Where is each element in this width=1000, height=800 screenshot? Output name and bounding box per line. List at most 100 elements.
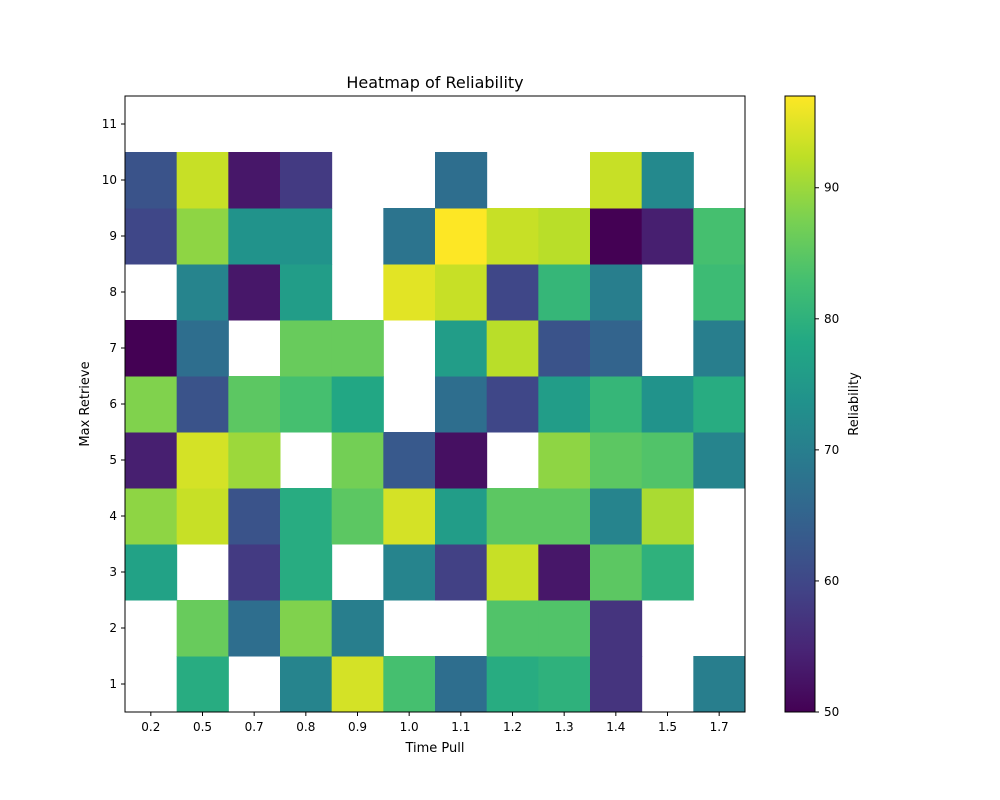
heatmap-cell	[125, 208, 178, 265]
heatmap-cell	[125, 432, 178, 489]
colorbar-tick-label: 80	[824, 312, 839, 326]
heatmap-cell	[331, 320, 384, 377]
x-tick-label: 0.9	[348, 720, 367, 734]
heatmap-cell	[486, 208, 539, 265]
colorbar-tick-label: 70	[824, 443, 839, 457]
heatmap-cell	[641, 376, 694, 433]
heatmap-cell	[383, 656, 436, 713]
heatmap-cell	[693, 320, 746, 377]
y-tick-label: 5	[109, 453, 117, 467]
heatmap-cell	[280, 152, 333, 209]
heatmap-cell	[486, 544, 539, 601]
heatmap-cell	[280, 488, 333, 545]
heatmap-cell	[383, 544, 436, 601]
heatmap-cell	[538, 264, 591, 321]
heatmap-cell	[280, 376, 333, 433]
heatmap-cell	[176, 320, 229, 377]
y-tick-label: 3	[109, 565, 117, 579]
heatmap-cell	[176, 488, 229, 545]
x-tick-label: 1.7	[710, 720, 729, 734]
heatmap-cell	[176, 376, 229, 433]
x-tick-label: 1.4	[606, 720, 625, 734]
y-tick-label: 11	[102, 117, 117, 131]
heatmap-cell	[590, 656, 643, 713]
heatmap-cell	[486, 600, 539, 657]
heatmap-cell	[280, 544, 333, 601]
chart-title: Heatmap of Reliability	[346, 73, 523, 92]
heatmap-cell	[590, 600, 643, 657]
heatmap-cell	[486, 264, 539, 321]
x-tick-label: 1.5	[658, 720, 677, 734]
heatmap-cell	[693, 656, 746, 713]
heatmap-cell	[176, 432, 229, 489]
heatmap-cell	[383, 264, 436, 321]
heatmap-cell	[176, 264, 229, 321]
heatmap-cell	[538, 544, 591, 601]
x-tick-label: 0.2	[141, 720, 160, 734]
heatmap-cell	[383, 488, 436, 545]
heatmap-cell	[228, 264, 281, 321]
x-axis-label: Time Pull	[404, 741, 464, 756]
colorbar-label: Reliability	[847, 372, 862, 436]
heatmap-cell	[486, 376, 539, 433]
y-tick-label: 1	[109, 677, 117, 691]
heatmap-cell	[331, 488, 384, 545]
heatmap-cell	[280, 264, 333, 321]
heatmap-cell	[435, 488, 488, 545]
heatmap-cell	[331, 376, 384, 433]
heatmap-cell	[125, 152, 178, 209]
heatmap-cell	[435, 376, 488, 433]
heatmap-cell	[693, 264, 746, 321]
y-tick-label: 6	[109, 397, 117, 411]
heatmap-cell	[331, 656, 384, 713]
x-tick-label: 0.7	[245, 720, 264, 734]
heatmap-cell	[228, 376, 281, 433]
heatmap-cell	[176, 600, 229, 657]
heatmap-cell	[435, 264, 488, 321]
heatmap-cell	[331, 600, 384, 657]
heatmap-cell	[590, 544, 643, 601]
heatmap-cell	[538, 432, 591, 489]
heatmap-cell	[435, 208, 488, 265]
heatmap-cell	[435, 656, 488, 713]
heatmap-cell	[590, 320, 643, 377]
y-tick-label: 4	[109, 509, 117, 523]
heatmap-cell	[486, 656, 539, 713]
heatmap-cell	[228, 544, 281, 601]
heatmap-cell	[176, 656, 229, 713]
colorbar-ticks: 50 60 70 80 90	[815, 181, 839, 719]
heatmap-cell	[641, 544, 694, 601]
heatmap-cell	[435, 320, 488, 377]
heatmap-cell	[383, 432, 436, 489]
heatmap-cell	[228, 600, 281, 657]
heatmap-cell	[641, 488, 694, 545]
x-tick-label: 0.8	[296, 720, 315, 734]
colorbar-tick-label: 60	[824, 574, 839, 588]
heatmap-cell	[486, 488, 539, 545]
x-tick-label: 1.2	[503, 720, 522, 734]
y-axis-ticks: 1 2 3 4 5 6 7 8 9 10 11	[102, 117, 125, 691]
colorbar	[784, 95, 816, 713]
heatmap-cell	[435, 544, 488, 601]
y-tick-label: 10	[102, 173, 117, 187]
heatmap-cell	[228, 432, 281, 489]
x-tick-label: 1.3	[555, 720, 574, 734]
heatmap-cell	[280, 320, 333, 377]
y-tick-label: 2	[109, 621, 117, 635]
heatmap-cell	[590, 488, 643, 545]
x-axis-ticks: 0.2 0.5 0.7 0.8 0.9 1.0 1.1 1.2 1.3 1.4 1.5 1.7	[141, 712, 729, 734]
heatmap-cell	[176, 208, 229, 265]
y-tick-label: 9	[109, 229, 117, 243]
x-tick-label: 1.0	[400, 720, 419, 734]
x-tick-label: 1.1	[451, 720, 470, 734]
heatmap-cell	[538, 320, 591, 377]
heatmap-cell	[641, 152, 694, 209]
y-tick-label: 7	[109, 341, 117, 355]
y-axis-label: Max Retrieve	[78, 361, 93, 446]
heatmap-cell	[125, 544, 178, 601]
heatmap-cell	[228, 488, 281, 545]
heatmap-cell	[435, 432, 488, 489]
heatmap-cell	[280, 208, 333, 265]
heatmap-cell	[538, 656, 591, 713]
heatmap-cell	[176, 152, 229, 209]
